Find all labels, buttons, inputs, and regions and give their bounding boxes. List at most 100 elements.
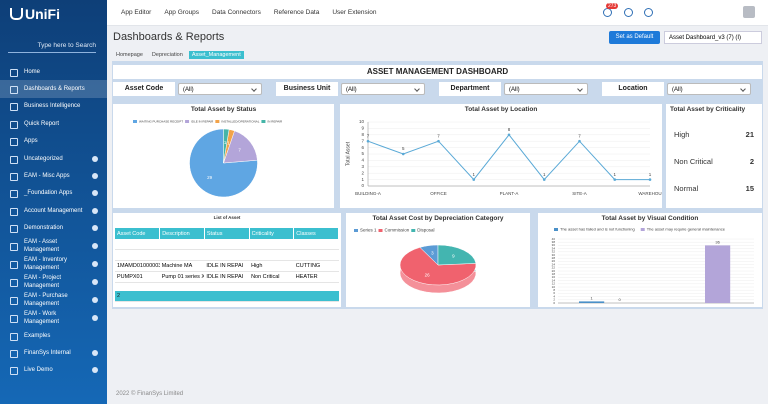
default-button[interactable]: Set as Default: [609, 31, 660, 44]
y-tick-label: 34: [552, 246, 556, 250]
notification-icon[interactable]: [603, 8, 612, 17]
cell: [293, 290, 339, 302]
x-tick-label: SITE-A: [572, 191, 587, 196]
y-tick-label: 40: [552, 237, 556, 241]
nav-link[interactable]: Reference Data: [273, 9, 320, 16]
menu-item[interactable]: Account Management: [0, 202, 107, 219]
value-label: 0: [618, 297, 621, 302]
slice-label: 1: [224, 140, 227, 145]
menu-item[interactable]: Dashboards & Reports: [0, 80, 107, 98]
nav-link[interactable]: App Groups: [164, 9, 200, 16]
chart-panel: Total Asset Cost by Depreciation Categor…: [346, 213, 530, 307]
cell: [249, 290, 294, 302]
menu-item[interactable]: EAM - Purchase Management: [0, 291, 107, 309]
cell: [204, 239, 250, 250]
filter-select[interactable]: (All): [341, 83, 425, 95]
filter-select[interactable]: (All): [667, 83, 751, 95]
menu-item[interactable]: Apps: [0, 133, 107, 150]
legend-swatch: [215, 120, 220, 123]
legend-label: Series 1: [360, 228, 377, 233]
point: [648, 178, 652, 181]
total-row: 2: [115, 290, 339, 302]
menu-item[interactable]: EAM - Project Management: [0, 273, 107, 291]
menu-item[interactable]: _Foundation Apps: [0, 185, 107, 202]
menu-item[interactable]: Uncategorized: [0, 150, 107, 167]
pie-slice: [223, 128, 230, 164]
point: [401, 152, 405, 156]
tab[interactable]: Asset_Management: [188, 51, 244, 59]
footer: 2022 © FinanSys Limited: [116, 391, 184, 397]
menu-item[interactable]: Business Intelligence: [0, 98, 107, 115]
spacer-row: [115, 283, 339, 291]
search-box[interactable]: Type here to Search: [8, 40, 96, 53]
slice-label: 3: [431, 251, 434, 256]
nav-link[interactable]: App Editor: [121, 9, 152, 16]
tab[interactable]: Depreciation: [151, 52, 183, 58]
cell: [115, 249, 160, 261]
y-tick-label: 2: [553, 298, 555, 302]
y-axis-title: Total Asset: [345, 141, 351, 166]
help-icon[interactable]: [644, 8, 653, 17]
y-tick-label: 28: [552, 256, 556, 260]
value-label: 1: [590, 295, 593, 300]
x-tick-label: BUILDING-A: [355, 191, 381, 196]
nav-link[interactable]: User Extension: [332, 9, 377, 16]
point: [437, 139, 440, 143]
kpi-label: High: [674, 130, 690, 139]
chart: The asset has failed and is not function…: [552, 227, 754, 305]
kpi-row: Non Critical 2: [674, 157, 754, 166]
criticality-panel: Total Asset by Criticality High 21 Non Crit…: [666, 104, 762, 208]
expand-icon: [92, 296, 98, 303]
slice-label: 7: [238, 148, 241, 153]
cell: [159, 290, 205, 302]
menu-item[interactable]: EAM - Misc Apps: [0, 167, 107, 184]
column-header: Asset Code: [115, 228, 161, 239]
chart-title: Total Asset by Status: [190, 106, 257, 113]
menu-item[interactable]: EAM - Work Management: [0, 309, 107, 327]
x-tick-label: PLANT-A: [500, 191, 519, 196]
menu-item[interactable]: Quick Report: [0, 115, 107, 132]
menu-item[interactable]: FinanSys Internal: [0, 344, 107, 361]
avatar[interactable]: [743, 6, 755, 18]
filter-select[interactable]: (All): [504, 83, 588, 95]
nav-link[interactable]: Data Connectors: [212, 9, 261, 16]
menu-item[interactable]: EAM - Inventory Management: [0, 255, 107, 273]
y-tick-label: 30: [552, 253, 556, 257]
filter-select[interactable]: (All): [178, 83, 262, 95]
dashboard-select[interactable]: Asset Dashboard_v3 (7) (I): [664, 31, 762, 44]
pie-slice: [399, 247, 477, 286]
tab[interactable]: Homepage: [116, 52, 143, 58]
menu-item[interactable]: Home: [0, 63, 107, 80]
value-label: 7: [578, 133, 581, 138]
chart-panel: Total Asset by Location 0 1 2 3 4 5 6 7 8 9 10 Total…: [340, 104, 662, 208]
logo-text: UniFi: [25, 6, 60, 22]
top-bar: App Editor App Groups Data Connectors Refer…: [107, 0, 768, 26]
legend-swatch: [640, 228, 645, 231]
tabs: Homepage Depreciation Asset_Management: [113, 51, 244, 59]
settings-icon[interactable]: [624, 8, 633, 17]
y-tick-label: 0: [361, 183, 364, 188]
expand-icon: [92, 225, 98, 232]
cell: [204, 290, 250, 302]
point: [613, 178, 617, 181]
menu-item[interactable]: Demonstration: [0, 220, 107, 237]
cell: High: [249, 260, 294, 272]
menu-item[interactable]: Examples: [0, 327, 107, 344]
expand-icon: [92, 367, 98, 374]
cell: [204, 249, 250, 261]
filter-label: Asset Code: [113, 82, 175, 96]
menu-item[interactable]: EAM - Asset Management: [0, 237, 107, 255]
value-label: 8: [508, 127, 511, 132]
slice-label: 29: [207, 175, 213, 180]
value-label: 1: [472, 172, 475, 177]
menu-item[interactable]: Live Demo: [0, 362, 107, 379]
expand-icon: [92, 155, 98, 162]
total-cell: 2: [115, 290, 160, 302]
kpi-value: 15: [745, 184, 754, 193]
cell: IDLE IN REPAI: [204, 260, 250, 272]
legend-label: IN REPAIR: [267, 119, 283, 123]
